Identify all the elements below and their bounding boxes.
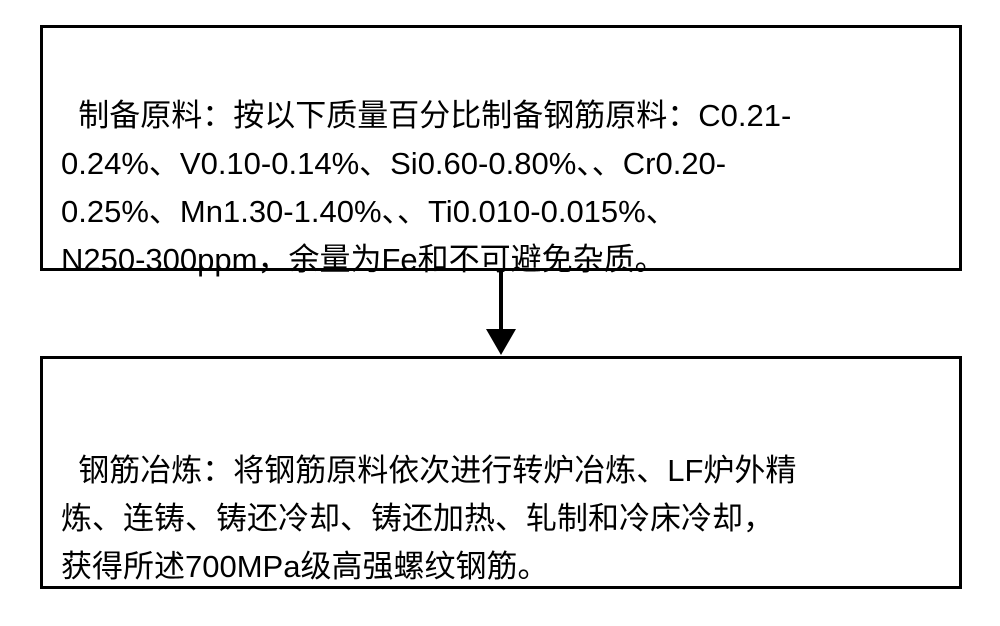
process-step-1: 制备原料：按以下质量百分比制备钢筋原料：C0.21- 0.24%、V0.10-0… bbox=[40, 25, 962, 271]
flow-arrow-shaft bbox=[499, 271, 503, 331]
process-step-2-text: 钢筋冶炼：将钢筋原料依次进行转炉冶炼、LF炉外精 炼、连铸、铸还冷却、铸还加热、… bbox=[61, 453, 796, 584]
process-step-1-text: 制备原料：按以下质量百分比制备钢筋原料：C0.21- 0.24%、V0.10-0… bbox=[61, 98, 791, 277]
process-step-2: 钢筋冶炼：将钢筋原料依次进行转炉冶炼、LF炉外精 炼、连铸、铸还冷却、铸还加热、… bbox=[40, 356, 962, 589]
flow-arrow-head-icon bbox=[486, 329, 516, 355]
